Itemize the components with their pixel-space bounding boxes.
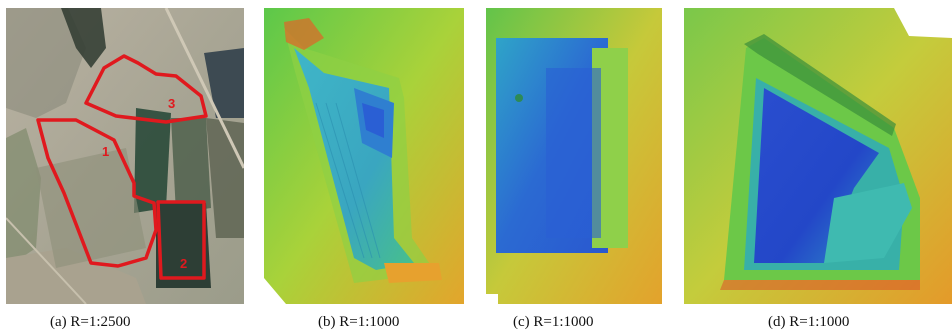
panel-d-dem <box>684 8 952 304</box>
outline-area-2 <box>156 200 206 280</box>
label-area-1: 1 <box>102 144 109 159</box>
satellite-image: 1 2 3 <box>6 8 244 304</box>
dem-image-c <box>486 8 662 304</box>
panel-c-dem <box>486 8 662 304</box>
dem-image-b <box>264 8 464 304</box>
label-area-2: 2 <box>180 256 187 271</box>
label-area-3: 3 <box>168 96 175 111</box>
panel-b-dem <box>264 8 464 304</box>
dem-image-d <box>684 8 952 304</box>
outline-area-3 <box>84 54 208 124</box>
caption-panel-d: (d) R=1:1000 <box>768 314 850 330</box>
panel-a-satellite-image: 1 2 3 <box>6 8 244 304</box>
caption-panel-a: (a) R=1:2500 <box>50 314 131 330</box>
caption-panel-c: (c) R=1:1000 <box>513 314 594 330</box>
outline-area-1 <box>36 118 158 268</box>
caption-panel-b: (b) R=1:1000 <box>318 314 400 330</box>
